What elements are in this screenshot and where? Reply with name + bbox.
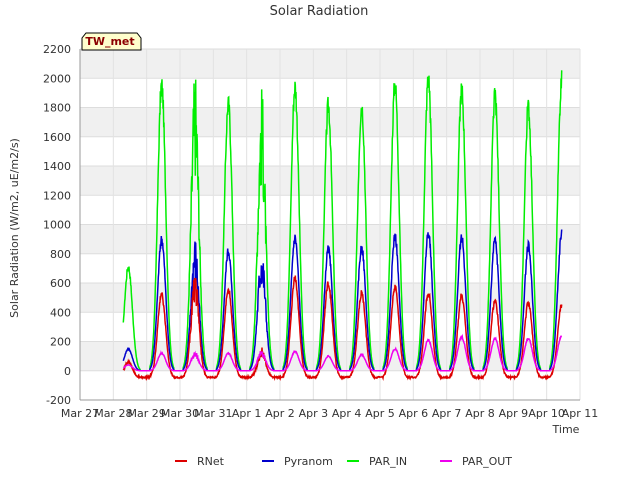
x-tick-label: Apr 1 — [232, 407, 262, 420]
x-tick-label: Mar 31 — [194, 407, 232, 420]
plot-band — [80, 370, 580, 400]
x-tick-label: Mar 29 — [128, 407, 166, 420]
chart-title: Solar Radiation — [270, 4, 369, 19]
x-tick-label: Apr 11 — [562, 407, 599, 420]
y-tick-label: 0 — [64, 365, 71, 378]
x-tick-label: Apr 10 — [528, 407, 565, 420]
y-tick-label: 1800 — [43, 102, 71, 115]
y-tick-label: 800 — [50, 248, 71, 261]
plot-band — [80, 224, 580, 254]
legend-label: RNet — [197, 455, 225, 468]
y-axis-label: Solar Radiation (W/m2, uE/m2/s) — [8, 138, 21, 318]
y-tick-label: 1200 — [43, 189, 71, 202]
x-tick-label: Apr 9 — [499, 407, 529, 420]
y-tick-label: 600 — [50, 277, 71, 290]
plot-band — [80, 78, 580, 108]
x-tick-label: Apr 7 — [432, 407, 462, 420]
x-tick-label: Apr 3 — [299, 407, 329, 420]
x-tick-label: Mar 30 — [161, 407, 199, 420]
y-tick-label: 1000 — [43, 219, 71, 232]
series-line-rnet — [122, 275, 563, 382]
plot-band — [80, 49, 580, 79]
x-axis-label: Time — [552, 423, 580, 436]
series-lines — [122, 70, 563, 382]
legend-label: PAR_IN — [369, 455, 407, 468]
x-tick-label: Mar 27 — [61, 407, 99, 420]
y-tick-label: 2200 — [43, 43, 71, 56]
x-tick-label: Apr 5 — [365, 407, 395, 420]
y-tick-label: 200 — [50, 336, 71, 349]
legend-label: Pyranom — [284, 455, 333, 468]
y-tick-label: 1400 — [43, 160, 71, 173]
y-tick-label: 2000 — [43, 72, 71, 85]
series-line-par-out — [122, 333, 563, 372]
plot-band — [80, 312, 580, 342]
x-tick-label: Apr 2 — [265, 407, 295, 420]
legend-label: PAR_OUT — [462, 455, 512, 468]
x-tick-label: Mar 28 — [94, 407, 132, 420]
x-tick-label: Apr 4 — [332, 407, 362, 420]
y-tick-label: 400 — [50, 306, 71, 319]
y-tick-labels: -200 0 200 400 600 800 1000 1200 1400 1600 1800 200… — [43, 43, 71, 407]
legend: RNet Pyranom PAR_IN PAR_OUT — [175, 455, 512, 468]
x-tick-label: Apr 8 — [465, 407, 495, 420]
axes — [79, 49, 580, 401]
x-tick-label: Apr 6 — [399, 407, 429, 420]
station-badge-label: TW_met — [85, 35, 134, 48]
station-badge: TW_met — [81, 32, 142, 51]
plot-band — [80, 195, 580, 225]
plot-band — [80, 166, 580, 196]
y-tick-label: 1600 — [43, 131, 71, 144]
y-tick-label: -200 — [46, 394, 71, 407]
plot-band — [80, 341, 580, 371]
